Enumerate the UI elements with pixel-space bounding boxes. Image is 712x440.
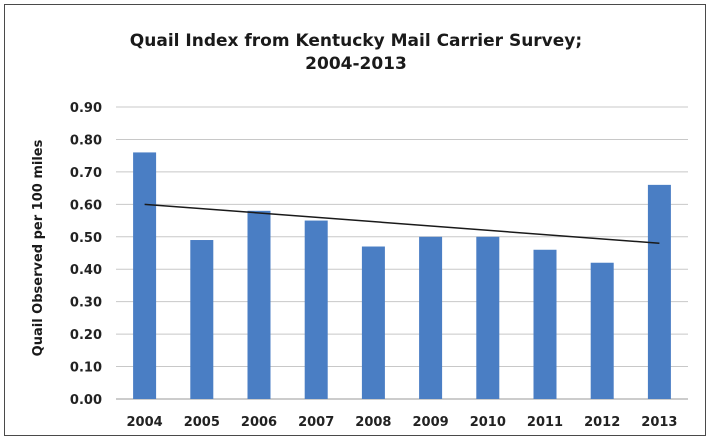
y-tick-label: 0.40 [70,263,102,278]
x-tick-label: 2009 [413,415,449,430]
bar-2009 [419,236,443,399]
bar-2004 [133,152,157,399]
y-axis-title: Quail Observed per 100 miles [31,139,46,356]
chart-title-line-2: 2004-2013 [305,54,407,74]
x-tick-label: 2008 [355,415,391,430]
chart-title: Quail Index from Kentucky Mail Carrier S… [0,30,712,76]
chart-title-line-1: Quail Index from Kentucky Mail Carrier S… [129,31,583,51]
y-tick-label: 0.90 [70,101,102,116]
bar-2012 [590,262,614,399]
trendline [144,203,660,245]
bar-2006 [247,210,271,399]
y-tick-label: 0.50 [70,231,102,246]
bar-2011 [533,249,557,399]
x-tick-label: 2013 [641,415,677,430]
y-tick-label: 0.80 [70,133,102,148]
bar-2007 [304,220,328,399]
y-tick-label: 0.10 [70,361,102,376]
bar-2008 [361,246,385,399]
bar-2013 [647,184,671,399]
x-tick-label: 2011 [527,415,563,430]
y-tick-label: 0.70 [70,166,102,181]
x-tick-label: 2012 [584,415,620,430]
y-tick-label: 0.60 [70,198,102,213]
bar-2005 [190,240,214,399]
y-tick-label: 0.00 [70,393,102,408]
x-tick-label: 2010 [470,415,506,430]
x-tick-label: 2004 [127,415,163,430]
x-tick-label: 2005 [184,415,220,430]
y-tick-label: 0.30 [70,296,102,311]
y-tick-label: 0.20 [70,328,102,343]
x-tick-label: 2006 [241,415,277,430]
bar-2010 [476,236,500,399]
x-tick-label: 2007 [298,415,334,430]
